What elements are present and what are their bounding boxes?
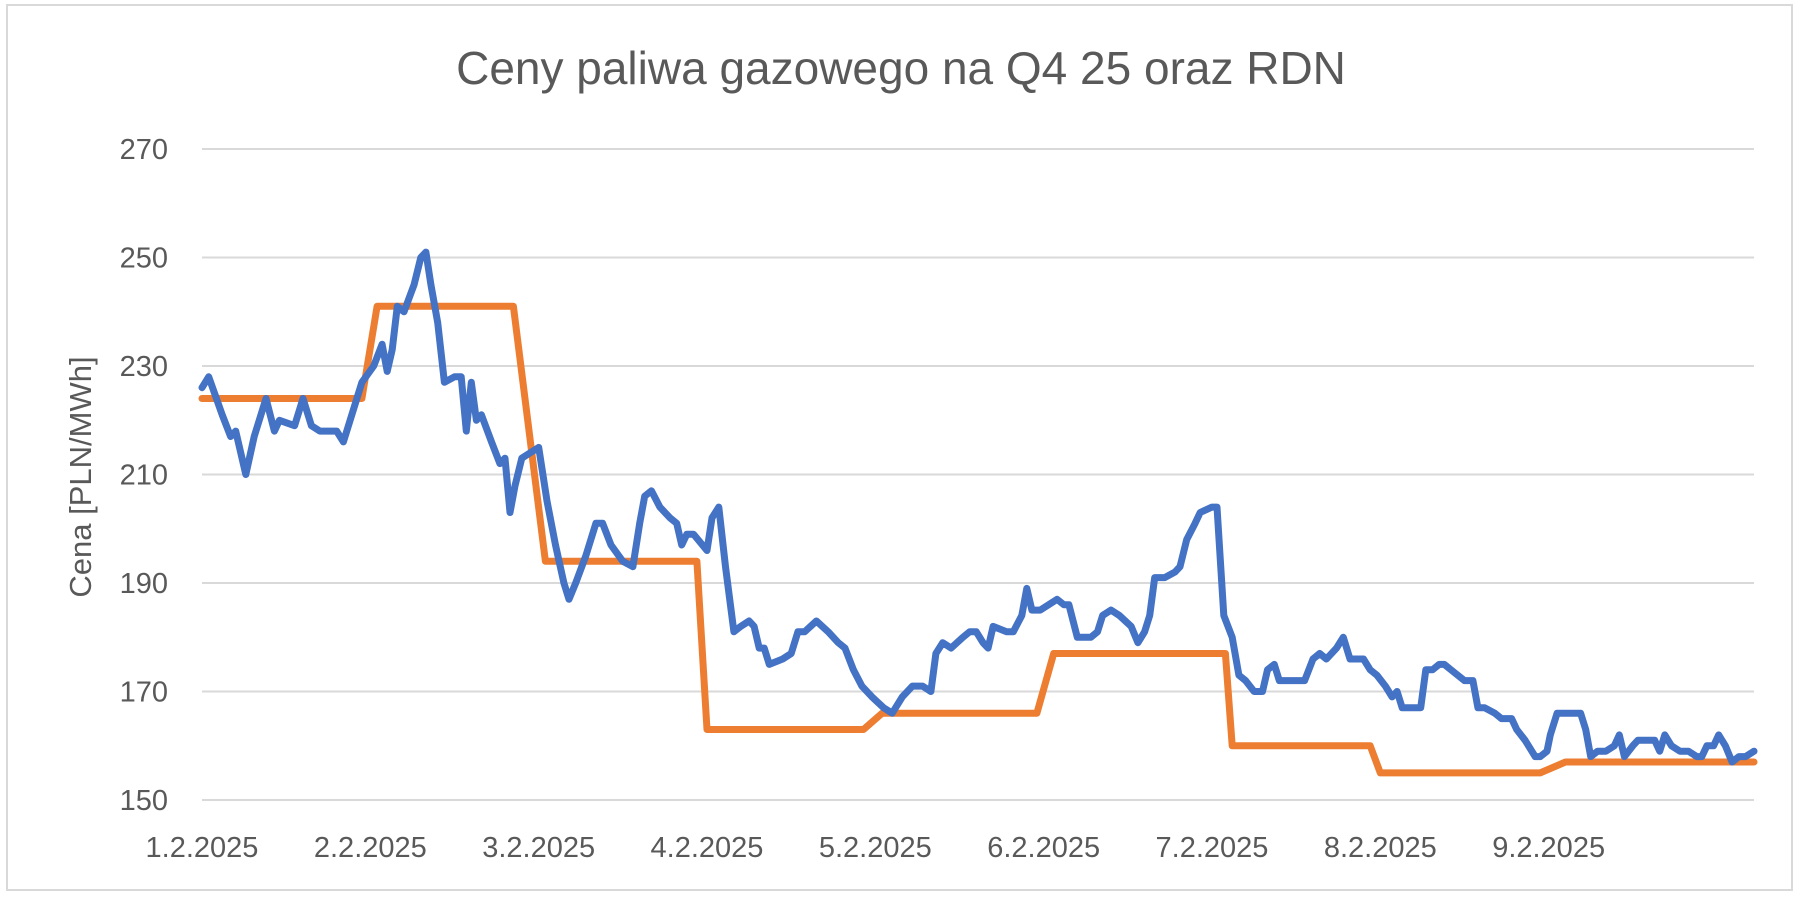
y-tick-label: 210 (120, 460, 168, 492)
x-axis-ticks: 1.2.2025 2.2.2025 3.2.2025 4.2.2025 5.2.2025… (146, 832, 1606, 864)
y-axis-label: Cena [PLN/MWh] (63, 356, 98, 597)
y-axis-ticks: 150 170 190 210 230 250 270 (120, 134, 168, 817)
gridlines (202, 148, 1754, 801)
x-tick-label: 3.2.2025 (482, 832, 595, 864)
y-tick-label: 250 (120, 243, 168, 275)
x-tick-label: 5.2.2025 (819, 832, 932, 864)
x-tick-label: 2.2.2025 (314, 832, 427, 864)
x-tick-label: 1.2.2025 (146, 832, 259, 864)
series-lines (198, 248, 1758, 777)
y-tick-label: 170 (120, 677, 168, 709)
x-tick-label: 6.2.2025 (987, 832, 1100, 864)
chart-frame (6, 4, 1793, 891)
y-tick-label: 150 (120, 785, 168, 817)
x-tick-label: 4.2.2025 (651, 832, 764, 864)
x-tick-label: 9.2.2025 (1492, 832, 1605, 864)
series-line-1 (198, 248, 1758, 766)
y-tick-label: 270 (120, 134, 168, 166)
x-tick-label: 7.2.2025 (1156, 832, 1269, 864)
chart-title: Ceny paliwa gazowego na Q4 25 oraz RDN (456, 42, 1346, 94)
y-tick-label: 230 (120, 351, 168, 383)
y-tick-label: 190 (120, 568, 168, 600)
x-tick-label: 8.2.2025 (1324, 832, 1437, 864)
series-line-2 (198, 302, 1758, 777)
